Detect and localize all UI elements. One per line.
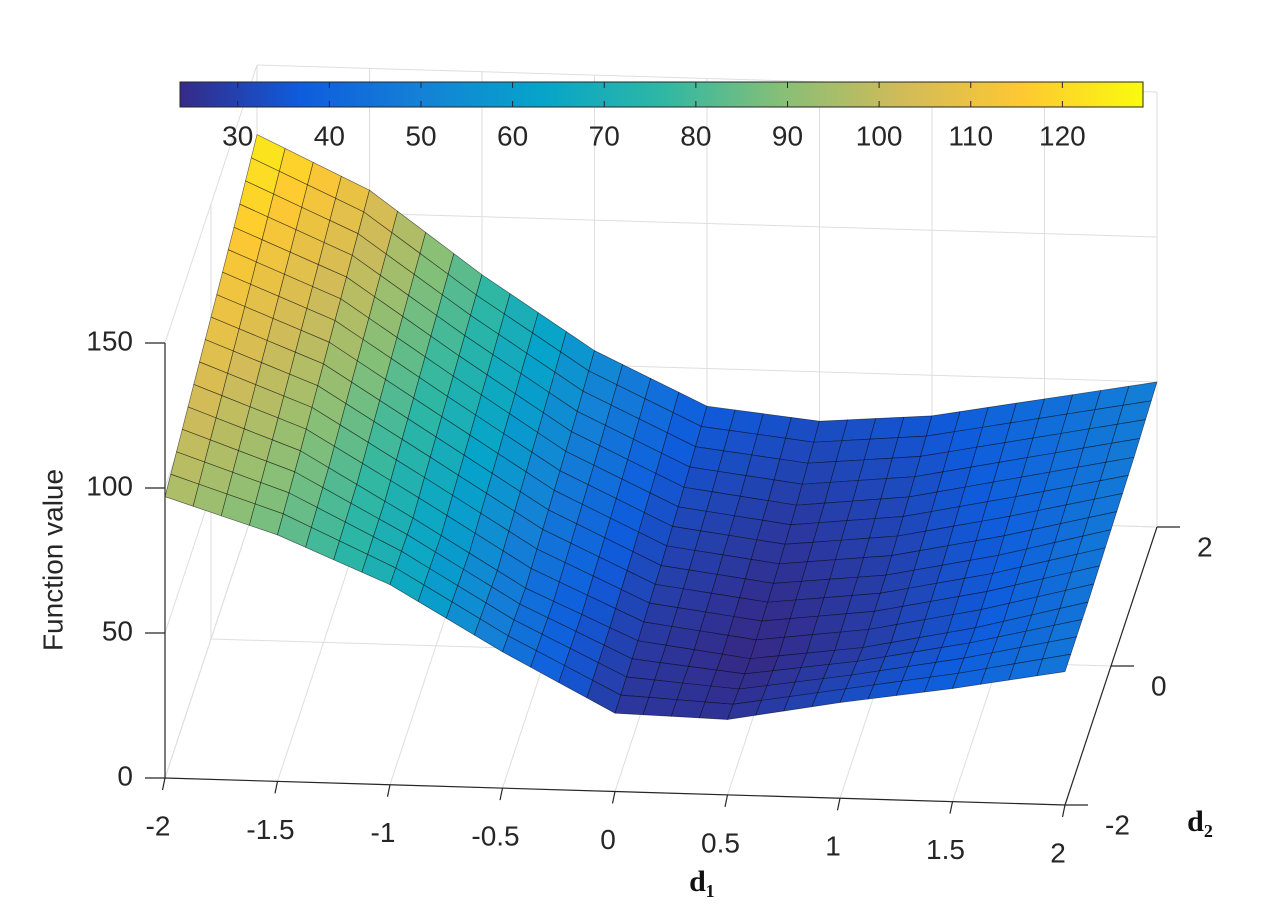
x-axis-label: d₁ [689, 865, 715, 898]
x-tick [949, 801, 954, 814]
z-tick-label: 150 [86, 325, 133, 356]
x-tick [836, 798, 841, 811]
colorbar-tick-label: 40 [314, 120, 345, 151]
colorbar-tick-label: 30 [222, 120, 253, 151]
surface-patch [1036, 653, 1072, 677]
colorbar-tick-label: 100 [856, 120, 903, 151]
x-tick [611, 791, 616, 804]
colorbar-tick-label: 50 [405, 120, 436, 151]
y-tick-label: -2 [1105, 809, 1130, 840]
x-tick-label: -1 [371, 817, 396, 848]
x-tick [1061, 804, 1066, 818]
surface [164, 134, 1158, 720]
y-tick-label: 2 [1197, 531, 1213, 562]
colorbar-tick-label: 90 [772, 120, 803, 151]
surface-patch [710, 669, 746, 690]
x-tick-label: 2 [1050, 837, 1066, 868]
x-tick-label: -0.5 [471, 821, 519, 852]
surface-patch [654, 662, 689, 684]
surface-patch [626, 658, 661, 681]
colorbar-tick-label: 70 [589, 120, 620, 151]
x-tick-label: 1 [825, 831, 841, 862]
x-tick [161, 777, 166, 791]
grid-line [256, 209, 1158, 238]
z-tick-label: 100 [86, 470, 133, 501]
x-tick-label: 1.5 [926, 834, 965, 865]
x-tick-label: -2 [146, 810, 171, 841]
x-tick-label: 0 [600, 824, 616, 855]
x-tick [386, 784, 391, 797]
colorbar-tick-label: 110 [948, 120, 993, 151]
axes: -2 -1.5 -1 -0.5 0 0.5 1 1.5 2 -2 0 2 0 50 100 150 [86, 325, 1212, 868]
x-tick-label: -1.5 [246, 814, 294, 845]
z-tick-label: 50 [102, 615, 133, 646]
surface-patch [1122, 381, 1158, 406]
x-tick-label: 0.5 [701, 827, 740, 858]
z-axis-label: Function value [37, 469, 68, 651]
x-tick [499, 788, 504, 801]
x-tick [274, 781, 279, 794]
grid-line [164, 499, 258, 779]
colorbar [179, 81, 1144, 108]
z-tick-label: 0 [117, 760, 133, 791]
grid-line [164, 64, 258, 344]
y-axis-label: d₂ [1187, 805, 1213, 838]
surface-patch [682, 666, 717, 687]
x-tick [724, 794, 729, 807]
colorbar-tick-label: 80 [680, 120, 711, 151]
colorbar-tick-label: 120 [1039, 120, 1086, 151]
y-tick-label: 0 [1151, 670, 1167, 701]
colorbar-tick-label: 60 [497, 120, 528, 151]
